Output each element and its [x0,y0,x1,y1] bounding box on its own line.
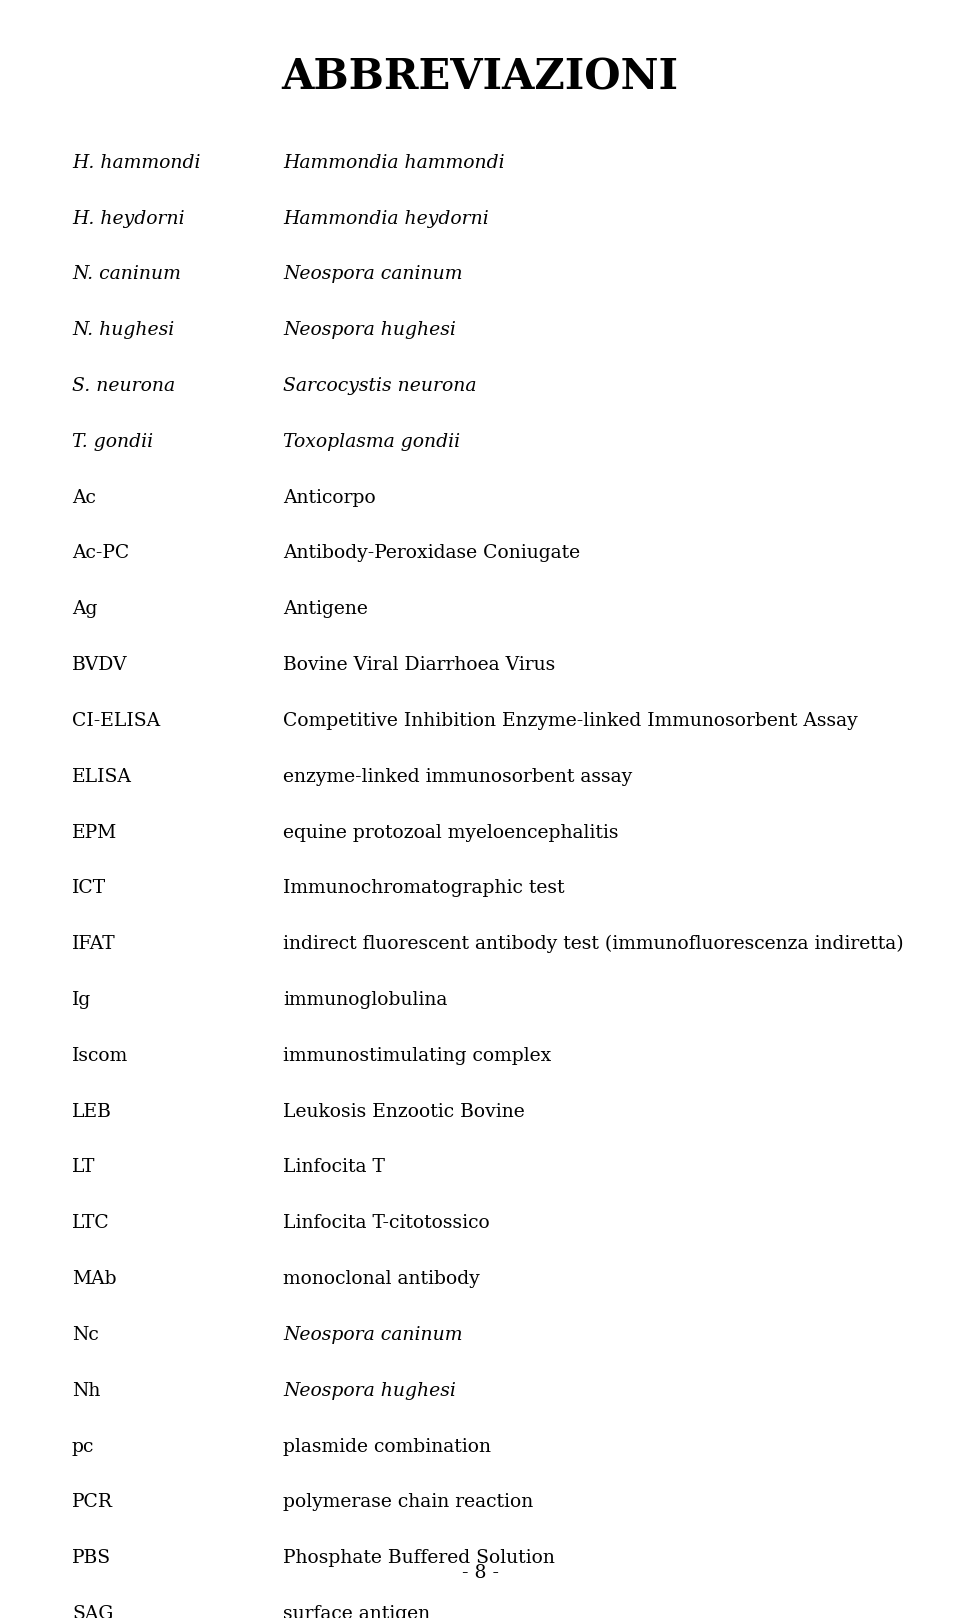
Text: immunoglobulina: immunoglobulina [283,990,447,1010]
Text: LEB: LEB [72,1102,112,1121]
Text: Neospora caninum: Neospora caninum [283,265,463,283]
Text: BVDV: BVDV [72,655,128,675]
Text: Toxoplasma gondii: Toxoplasma gondii [283,432,461,451]
Text: immunostimulating complex: immunostimulating complex [283,1047,551,1065]
Text: LTC: LTC [72,1214,109,1233]
Text: pc: pc [72,1437,94,1456]
Text: PBS: PBS [72,1548,111,1568]
Text: Sarcocystis neurona: Sarcocystis neurona [283,377,477,395]
Text: surface antigen: surface antigen [283,1605,430,1618]
Text: H. heydorni: H. heydorni [72,210,184,228]
Text: indirect fluorescent antibody test (immunofluorescenza indiretta): indirect fluorescent antibody test (immu… [283,935,903,953]
Text: T. gondii: T. gondii [72,432,154,451]
Text: plasmide combination: plasmide combination [283,1437,492,1456]
Text: EPM: EPM [72,824,117,841]
Text: CI-ELISA: CI-ELISA [72,712,160,730]
Text: Linfocita T-citotossico: Linfocita T-citotossico [283,1214,490,1233]
Text: N. hughesi: N. hughesi [72,320,175,340]
Text: MAb: MAb [72,1270,116,1288]
Text: ABBREVIAZIONI: ABBREVIAZIONI [281,57,679,99]
Text: Ig: Ig [72,990,91,1010]
Text: H. hammondi: H. hammondi [72,154,201,172]
Text: PCR: PCR [72,1493,113,1511]
Text: Competitive Inhibition Enzyme-linked Immunosorbent Assay: Competitive Inhibition Enzyme-linked Imm… [283,712,858,730]
Text: equine protozoal myeloencephalitis: equine protozoal myeloencephalitis [283,824,618,841]
Text: Nc: Nc [72,1325,99,1345]
Text: SAG: SAG [72,1605,113,1618]
Text: LT: LT [72,1158,95,1176]
Text: enzyme-linked immunosorbent assay: enzyme-linked immunosorbent assay [283,767,633,786]
Text: N. caninum: N. caninum [72,265,180,283]
Text: Leukosis Enzootic Bovine: Leukosis Enzootic Bovine [283,1102,525,1121]
Text: Ag: Ag [72,600,97,618]
Text: - 8 -: - 8 - [462,1565,498,1582]
Text: Ac-PC: Ac-PC [72,544,130,563]
Text: Neospora hughesi: Neospora hughesi [283,1382,456,1400]
Text: Phosphate Buffered Solution: Phosphate Buffered Solution [283,1548,555,1568]
Text: monoclonal antibody: monoclonal antibody [283,1270,480,1288]
Text: Antigene: Antigene [283,600,368,618]
Text: ELISA: ELISA [72,767,132,786]
Text: Bovine Viral Diarrhoea Virus: Bovine Viral Diarrhoea Virus [283,655,556,675]
Text: Ac: Ac [72,489,96,506]
Text: ICT: ICT [72,879,107,898]
Text: Hammondia heydorni: Hammondia heydorni [283,210,489,228]
Text: Antibody-Peroxidase Coniugate: Antibody-Peroxidase Coniugate [283,544,581,563]
Text: IFAT: IFAT [72,935,115,953]
Text: polymerase chain reaction: polymerase chain reaction [283,1493,534,1511]
Text: Hammondia hammondi: Hammondia hammondi [283,154,505,172]
Text: Linfocita T: Linfocita T [283,1158,385,1176]
Text: Iscom: Iscom [72,1047,129,1065]
Text: Nh: Nh [72,1382,101,1400]
Text: S. neurona: S. neurona [72,377,175,395]
Text: Immunochromatographic test: Immunochromatographic test [283,879,564,898]
Text: Neospora hughesi: Neospora hughesi [283,320,456,340]
Text: Anticorpo: Anticorpo [283,489,376,506]
Text: Neospora caninum: Neospora caninum [283,1325,463,1345]
